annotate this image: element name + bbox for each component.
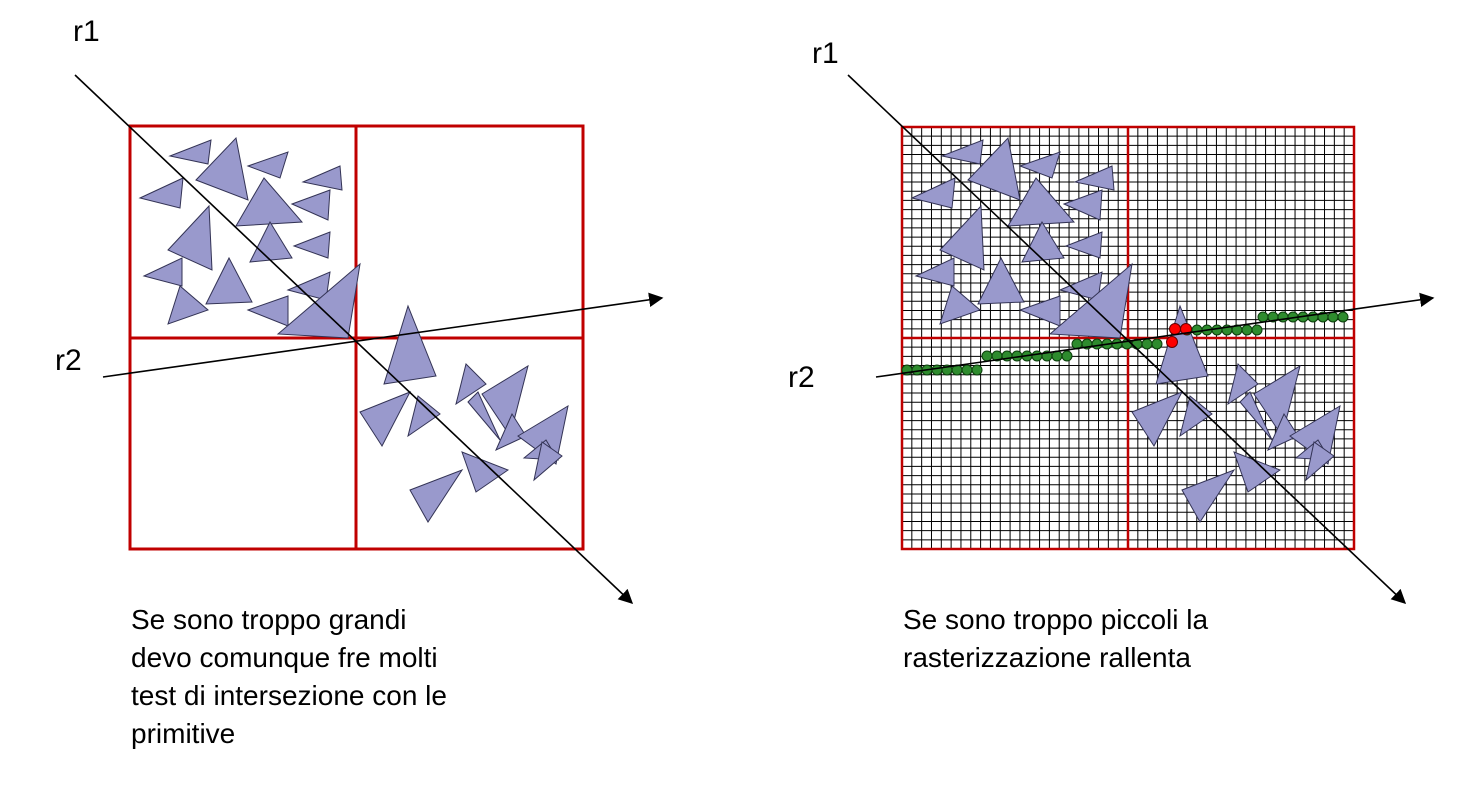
intersection-cell-dot [1180,323,1192,335]
triangle-primitive [1131,391,1184,447]
traversed-cell-dot [1091,338,1103,350]
triangle-primitive [533,441,563,482]
triangle-primitive [142,257,183,287]
triangle-primitive [1181,468,1236,523]
triangle-primitive [455,363,487,406]
triangle-primitive [914,257,955,287]
right-caption-line: Se sono troppo piccoli la [903,604,1209,635]
traversed-cell-dot [971,364,983,376]
left-diagram [74,74,664,604]
right-ray-r2 [875,292,1435,378]
traversed-cell-dot [1191,324,1203,336]
right-diagram [847,74,1435,604]
left-coarse-grid [128,124,585,551]
triangle-primitive [1239,391,1273,441]
traversed-cell-dot [1151,338,1163,350]
right-traversed-cells [901,311,1349,376]
triangle-primitive [1253,364,1301,438]
traversed-cell-dot [1061,350,1073,362]
triangle-primitive [467,391,501,441]
right-triangles [910,136,1341,523]
left-ray-r2 [102,292,664,378]
triangle-primitive [939,204,985,271]
triangle-primitive [1305,441,1335,482]
right-ray-r1-label: r1 [812,37,839,70]
triangle-primitive [461,451,510,493]
triangle-primitive [1233,451,1282,493]
traversed-cell-dot [1337,311,1349,323]
triangle-primitive [290,189,331,221]
triangle-primitive [205,256,253,305]
triangle-primitive [967,136,1021,201]
traversed-cell-dot [981,350,993,362]
triangle-primitive [301,165,343,191]
triangle-primitive [1155,304,1209,385]
traversed-cell-dot [1257,311,1269,323]
triangle-primitive [481,364,529,438]
triangle-primitive [1018,295,1061,327]
triangle-primitive [235,177,304,227]
triangle-primitive [292,231,331,259]
triangle-primitive [939,285,981,325]
triangle-primitive [1048,262,1133,339]
triangle-primitive [1073,165,1115,191]
traversed-cell-dot [1031,350,1043,362]
right-caption: Se sono troppo piccoli la rasterizzazion… [903,601,1208,677]
traversed-cell-dot [1211,324,1223,336]
left-ray-r1 [74,74,634,604]
triangle-primitive [495,412,527,452]
triangle-primitive [276,262,361,339]
traversed-cell-dot [961,364,973,376]
triangle-primitive [1179,395,1213,438]
triangle-primitive [1227,363,1259,406]
triangle-primitive [910,177,956,209]
triangle-primitive [138,177,184,209]
right-coarse-grid [900,125,1356,551]
triangle-primitive [1267,412,1299,452]
traversed-cell-dot [1241,324,1253,336]
traversed-cell-dot [1141,338,1153,350]
triangle-primitive [195,136,249,201]
triangle-primitive [167,204,213,271]
left-triangles [138,136,569,523]
triangle-primitive [1064,231,1103,259]
left-caption: Se sono troppo grandi devo comunque fre … [131,601,447,753]
triangle-primitive [383,304,437,385]
right-caption-line: rasterizzazione rallenta [903,642,1191,673]
traversed-cell-dot [1307,311,1319,323]
left-caption-line: primitive [131,718,236,749]
traversed-cell-dot [931,364,943,376]
traversed-cell-dot [1327,311,1339,323]
triangle-primitive [246,295,289,327]
left-caption-line: devo comunque fre molti [131,642,438,673]
left-caption-line: test di intersezione con le [131,680,447,711]
triangle-primitive [407,395,441,438]
triangle-primitive [1007,177,1076,227]
traversed-cell-dot [1251,324,1263,336]
triangle-primitive [168,139,212,165]
intersection-cell-dot [1166,336,1178,348]
triangle-primitive [246,151,289,179]
right-ray-r2-label: r2 [788,361,815,394]
triangle-primitive [977,256,1025,305]
intersection-cell-dot [1169,323,1181,335]
triangle-primitive [359,391,412,447]
triangle-primitive [1018,151,1061,179]
left-ray-r1-label: r1 [73,15,100,48]
triangle-primitive [940,139,984,165]
triangle-primitive [409,468,464,523]
left-caption-line: Se sono troppo grandi [131,604,407,635]
triangle-primitive [167,285,209,325]
left-ray-r2-label: r2 [55,344,82,377]
right-ray-r1 [847,74,1407,604]
triangle-primitive [249,220,293,263]
triangle-primitive [1062,189,1103,221]
